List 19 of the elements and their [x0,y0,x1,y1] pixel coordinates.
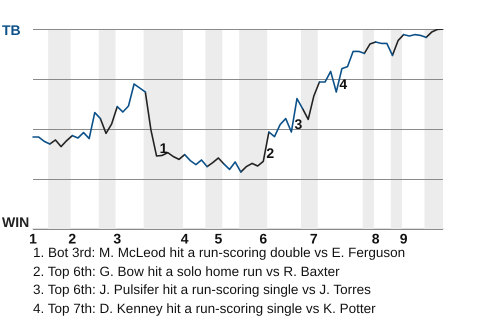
annotation: 2 [266,145,274,162]
x-tick-label: 8 [372,230,380,246]
text: WIN [2,214,30,230]
text: 4. Top 7th: D. Kenney hit a run-scoring single vs K. Potter [33,300,377,318]
text: 2. Top 6th: G. Bow hit a solo home run vs R. Baxter [33,262,341,281]
x-tick-label: 3 [113,230,122,246]
annotation: 3 [294,116,302,132]
text: TB [2,22,21,38]
text: 1. Bot 3rd: M. McLeod hit a run-scoring double vs E. Ferguson [33,244,406,262]
annotation: 4 [339,76,348,92]
x-tick-label: 2 [68,230,76,246]
x-tick-label: 6 [259,230,268,246]
x-tick-label: 7 [310,230,318,246]
x-tick-label: 9 [400,230,408,246]
annotation: 1 [160,140,168,156]
x-tick-label: 1 [29,230,38,246]
x-tick-label: 4 [180,230,189,246]
text: 3. Top 6th: J. Pulsifer hit a run-scoring single vs J. Torres [33,281,372,299]
x-tick-label: 5 [214,230,222,246]
